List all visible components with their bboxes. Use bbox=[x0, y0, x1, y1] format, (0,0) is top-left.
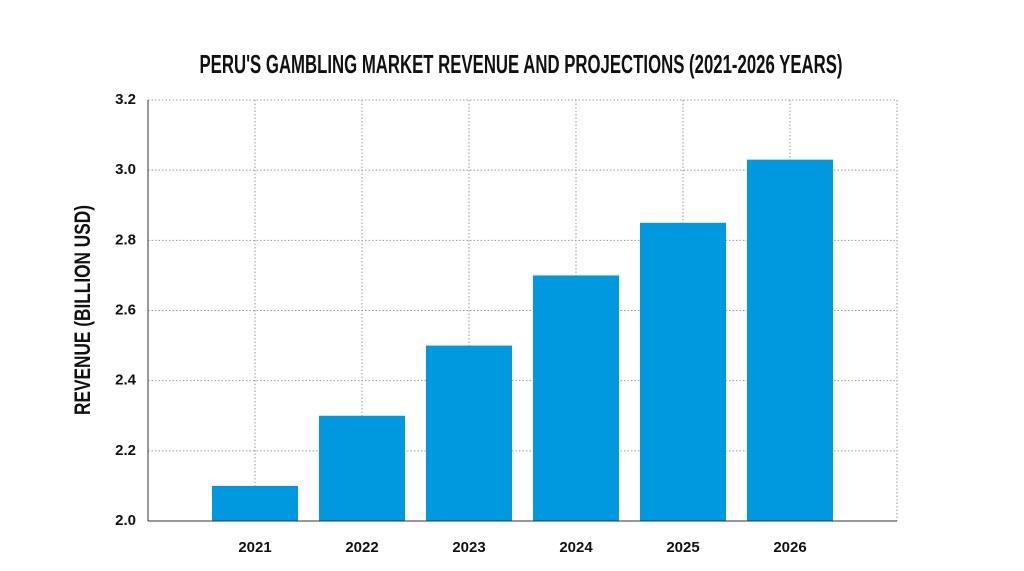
bar bbox=[533, 275, 619, 521]
y-tick-label: 2.2 bbox=[115, 442, 136, 459]
bar bbox=[212, 485, 298, 521]
chart-title: PERU'S GAMBLING MARKET REVENUE AND PROJE… bbox=[200, 49, 843, 79]
y-tick-label: 2.4 bbox=[115, 372, 137, 389]
y-tick-label: 3.2 bbox=[115, 91, 136, 108]
x-tick-label: 2024 bbox=[559, 539, 593, 556]
x-tick-label: 2026 bbox=[773, 539, 806, 556]
y-axis-label: REVENUE (BILLION USD) bbox=[70, 205, 95, 415]
bar bbox=[747, 159, 833, 521]
bar bbox=[319, 415, 405, 521]
y-tick-label: 3.0 bbox=[115, 161, 136, 178]
bar bbox=[640, 222, 726, 521]
y-tick-label: 2.8 bbox=[115, 231, 136, 248]
y-tick-label: 2.0 bbox=[115, 512, 136, 529]
bar bbox=[426, 345, 512, 521]
y-tick-label: 2.6 bbox=[115, 301, 136, 318]
x-tick-label: 2025 bbox=[666, 539, 699, 556]
x-tick-label: 2021 bbox=[238, 539, 271, 556]
x-tick-label: 2023 bbox=[452, 539, 485, 556]
x-tick-label: 2022 bbox=[345, 539, 378, 556]
